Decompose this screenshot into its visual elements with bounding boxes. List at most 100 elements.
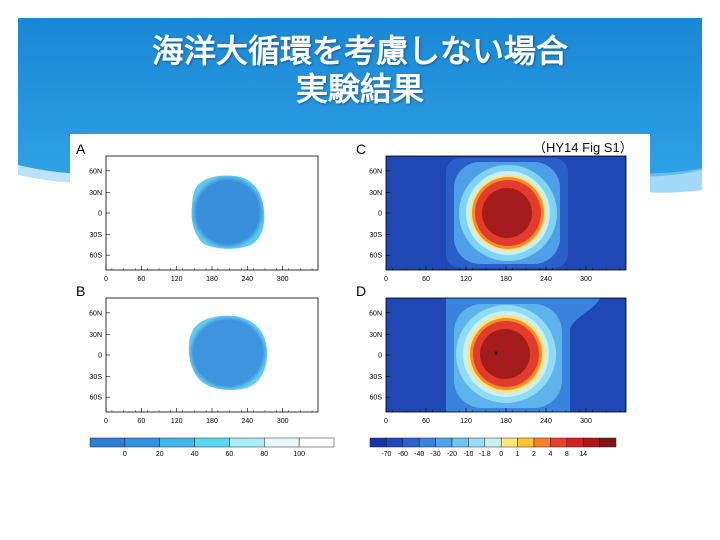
cbar-right-swatch (418, 437, 436, 448)
panel-a-x-tick-label: 0 (104, 276, 108, 283)
cbar-right-label: 4 (548, 451, 552, 458)
figure-caption: （HY14 Fig S1） (533, 140, 633, 155)
panel-a-label: A (76, 141, 86, 157)
panel-c-y-tick-label: 60N (369, 168, 382, 175)
panel-c-x-tick-label: 240 (540, 276, 552, 283)
panel-a-ice-region (191, 175, 265, 249)
panel-a-y-tick-label: 30S (90, 232, 103, 239)
panel-c-y-tick-label: 0 (378, 211, 382, 218)
cbar-left-swatch (194, 437, 230, 448)
panel-d-label: D (356, 283, 367, 299)
cbar-right-label: 8 (565, 451, 569, 458)
panel-c-x-tick-label: 0 (384, 276, 388, 283)
cbar-right-label: -1.8 (479, 451, 491, 458)
panel-d-x-tick-label: 120 (460, 418, 472, 425)
slide-title: 海洋大循環を考慮しない場合 実験結果 (0, 32, 720, 108)
panel-d-y-tick-label: 60S (370, 395, 383, 402)
panel-b-y-tick-label: 30S (90, 374, 103, 381)
panel-d-y-tick-label: 30N (369, 332, 382, 339)
cbar-left-swatch (298, 437, 335, 448)
cbar-right-swatch (435, 437, 453, 448)
panel-a-x-tick-label: 300 (277, 276, 289, 283)
cbar-right-swatch (402, 437, 420, 448)
panel-b-x-tick-label: 0 (104, 418, 108, 425)
cbar-left-label: 0 (123, 451, 127, 458)
panel-b-y-tick-label: 0 (98, 353, 102, 360)
axes-layer: 60N 30N 0 30S 60S 0 60 120 180 240 300 60N 30N 0 30S 60… (89, 168, 620, 425)
cbar-right-swatch (517, 437, 535, 448)
cbar-right-swatch (451, 437, 469, 448)
cbar-left-label: 40 (191, 451, 199, 458)
panel-a-y-tick-label: 0 (98, 211, 102, 218)
cbar-left-label: 80 (260, 451, 268, 458)
cbar-right-label: 0 (499, 451, 503, 458)
cbar-left-swatch (124, 437, 160, 448)
panel-c-x-tick-label: 120 (460, 276, 472, 283)
cbar-right-swatch (599, 437, 617, 448)
panel-c-x-tick-label: 180 (500, 276, 512, 283)
cbar-right-swatch (582, 437, 600, 448)
cbar-left-label: 60 (226, 451, 234, 458)
panel-c-x-tick-label: 60 (422, 276, 430, 283)
cbar-right-swatch (500, 437, 518, 448)
panel-c-contour-8 (482, 188, 532, 238)
panel-d-x-tick-label: 300 (580, 418, 592, 425)
panel-a-x-tick-label: 240 (241, 276, 253, 283)
panel-a-y-tick-label: 60S (90, 253, 103, 260)
panel-b-x-tick-label: 240 (241, 418, 253, 425)
panel-d-y-tick-label: 30S (370, 374, 383, 381)
panel-d-x-tick-label: 180 (500, 418, 512, 425)
panel-d (385, 297, 627, 413)
cbar-left-label: 20 (156, 451, 164, 458)
panel-b-ice-region (188, 315, 268, 390)
cbar-right-label: -40 (414, 451, 424, 458)
panel-d-marker (494, 351, 498, 355)
cbar-left-swatch (264, 437, 300, 448)
cbar-right-label: -70 (381, 451, 391, 458)
panel-c-y-tick-label: 30N (369, 190, 382, 197)
title-line-2: 実験結果 (295, 70, 424, 108)
cbar-left-label: 100 (293, 451, 305, 458)
panel-b-x-tick-label: 60 (137, 418, 145, 425)
cbar-right-label: -60 (398, 451, 408, 458)
cbar-right-label: 14 (579, 451, 587, 458)
panel-a-y-tick-label: 60N (89, 168, 102, 175)
panel-a-x-tick-label: 120 (171, 276, 183, 283)
cbar-left-swatch (229, 437, 265, 448)
cbar-left-swatch (159, 437, 195, 448)
panel-d-x-tick-label: 60 (422, 418, 430, 425)
cbar-left-swatch (89, 437, 126, 448)
panel-d-x-tick-label: 0 (384, 418, 388, 425)
cbar-right-swatch (566, 437, 584, 448)
cbar-right-swatch (468, 437, 486, 448)
panel-a-y-tick-label: 30N (89, 190, 102, 197)
panel-c-label: C (356, 141, 367, 157)
panel-a (105, 155, 319, 271)
panel-a-x-tick-label: 60 (137, 276, 145, 283)
panel-b-x-tick-label: 180 (206, 418, 218, 425)
panel-b (105, 297, 319, 413)
panel-b-y-tick-label: 30N (89, 332, 102, 339)
cbar-right-swatch (386, 437, 404, 448)
cbar-right-label: -20 (447, 451, 457, 458)
cbar-right-swatch (484, 437, 502, 448)
colorbar-left: 0 20 40 60 80 100 (89, 437, 335, 458)
cbar-right-label: 1 (516, 451, 520, 458)
cbar-right-label: -10 (463, 451, 473, 458)
panel-b-y-tick-label: 60N (89, 310, 102, 317)
panel-b-y-tick-label: 60S (90, 395, 103, 402)
panel-b-label: B (76, 283, 86, 299)
panel-d-x-tick-label: 240 (540, 418, 552, 425)
cbar-right-swatch (550, 437, 568, 448)
cbar-right-label: 2 (532, 451, 536, 458)
cbar-right-swatch (369, 437, 387, 448)
title-line-1: 海洋大循環を考慮しない場合 (151, 32, 568, 70)
panel-c-y-tick-label: 30S (370, 232, 383, 239)
panel-c-y-tick-label: 60S (370, 253, 383, 260)
panel-d-contour-8 (480, 329, 530, 379)
panel-c (385, 155, 627, 271)
panel-c-x-tick-label: 300 (580, 276, 592, 283)
panel-d-y-tick-label: 60N (369, 310, 382, 317)
colorbar-right: -70 -60 -40 -30 -20 -10 -1.8 0 1 2 4 8 14 (369, 437, 617, 458)
